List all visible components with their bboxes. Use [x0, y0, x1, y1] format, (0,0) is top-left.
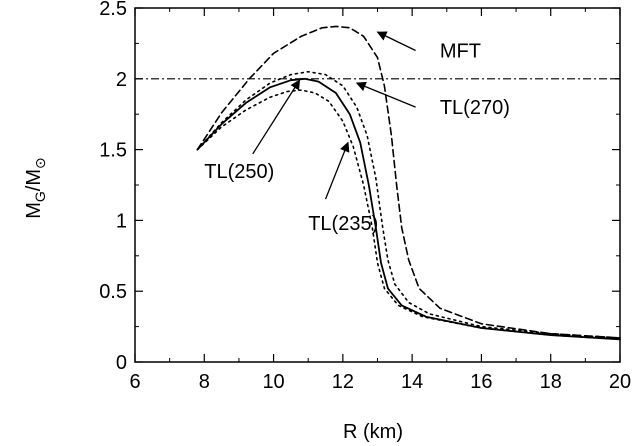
x-axis-label: R (km)	[343, 421, 403, 443]
series-line-tl-270	[196, 70, 621, 339]
y-axis-label: MG/M⊙	[23, 157, 48, 219]
x-tick-label: 12	[332, 371, 354, 393]
series-line-tl-235	[196, 89, 621, 341]
annotation-label-mft: MFT	[440, 40, 481, 62]
sun-symbol: ⊙	[32, 157, 48, 169]
annotation-arrow-tl-270	[355, 81, 416, 108]
ticks-group: 6 8 10 12 14 16 18 20 0 0.5 1 1.5 2 2.5	[99, 0, 631, 393]
annotation-arrow-mft	[376, 31, 416, 52]
series-group	[196, 25, 621, 341]
y-tick-label: 1.5	[99, 140, 127, 162]
y-axis-label-main: M	[23, 202, 45, 219]
y-tick-label: 1	[116, 210, 127, 232]
y-axis-label-sub: G	[32, 191, 48, 202]
x-tick-label: 16	[470, 371, 492, 393]
x-tick-label: 14	[401, 371, 423, 393]
y-axis-label-sep: /M	[23, 169, 45, 191]
annotation-arrow-tl-235	[324, 141, 350, 200]
series-line-tl-250	[196, 77, 621, 341]
series-line-mft	[196, 25, 621, 339]
x-tick-label: 6	[129, 371, 140, 393]
y-tick-label: 0.5	[99, 281, 127, 303]
y-tick-label: 0	[116, 352, 127, 374]
y-tick-label: 2	[116, 69, 127, 91]
x-tick-label: 10	[262, 371, 284, 393]
annotation-arrow-tl-250	[252, 79, 301, 155]
annotation-label-tl-270: TL(270)	[440, 97, 510, 119]
x-tick-label: 8	[199, 371, 210, 393]
y-tick-label: 2.5	[99, 0, 127, 20]
x-tick-label: 18	[540, 371, 562, 393]
x-tick-label: 20	[609, 371, 631, 393]
annotation-label-tl-235: TL(235)	[308, 213, 378, 235]
annotations-group: MFT TL(270) TL(250) TL(235)	[204, 31, 510, 235]
annotation-label-tl-250: TL(250)	[204, 161, 274, 183]
